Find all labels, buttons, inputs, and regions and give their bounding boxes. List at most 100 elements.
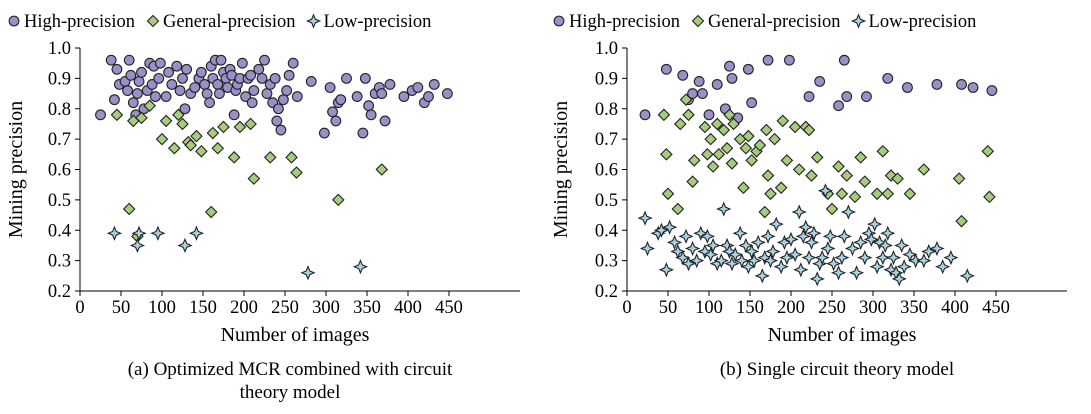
y-tick-label: 0.3 xyxy=(48,252,71,272)
data-point-general-precision xyxy=(712,148,726,161)
data-point-high-precision xyxy=(902,82,913,93)
y-tick-label: 0.7 xyxy=(595,130,618,150)
data-point-low-precision xyxy=(666,234,683,251)
data-point-general-precision xyxy=(792,163,806,176)
legend-label: General-precision xyxy=(163,12,296,32)
data-point-general-precision xyxy=(870,187,884,201)
data-point-high-precision xyxy=(305,75,317,87)
data-point-general-precision xyxy=(903,187,917,201)
data-point-high-precision xyxy=(228,109,240,121)
data-point-high-precision xyxy=(351,91,363,103)
data-point-general-precision xyxy=(110,108,124,122)
x-tick-label: 400 xyxy=(394,298,422,318)
data-point-high-precision xyxy=(201,88,213,99)
data-point-low-precision xyxy=(352,259,369,275)
data-point-general-precision xyxy=(217,120,230,134)
data-point-low-precision xyxy=(935,259,951,275)
data-point-high-precision xyxy=(724,60,735,72)
y-tick-label: 0.2 xyxy=(595,282,618,302)
data-point-low-precision xyxy=(177,237,193,254)
data-point-low-precision xyxy=(817,183,834,199)
data-point-high-precision xyxy=(189,82,201,93)
data-point-low-precision xyxy=(822,228,838,244)
data-point-low-precision xyxy=(869,259,885,275)
chart-b-svg: High-precision General-precision Low-preci… xyxy=(550,12,1067,380)
data-point-high-precision xyxy=(195,66,207,78)
data-point-general-precision xyxy=(244,117,257,131)
data-point-general-precision xyxy=(881,187,895,201)
data-point-low-precision xyxy=(693,225,709,241)
data-point-low-precision xyxy=(768,216,784,232)
data-point-low-precision xyxy=(894,237,910,254)
data-point-high-precision xyxy=(153,72,165,84)
data-point-general-precision xyxy=(698,120,712,134)
x-axis-title: Number of images xyxy=(221,324,370,346)
x-tick-label: 100 xyxy=(148,298,176,318)
data-point-low-precision xyxy=(943,249,959,266)
legend-marker-diamond xyxy=(691,14,705,28)
data-point-low-precision xyxy=(699,228,715,244)
data-point-low-precision xyxy=(765,243,781,260)
data-point-low-precision xyxy=(684,240,701,257)
data-point-general-precision xyxy=(155,132,169,146)
data-point-high-precision xyxy=(412,82,424,93)
data-point-general-precision xyxy=(810,151,824,164)
data-point-high-precision xyxy=(861,91,872,103)
data-point-general-precision xyxy=(657,108,671,122)
data-point-low-precision xyxy=(871,234,888,251)
legend-label: Low-precision xyxy=(324,12,432,32)
data-point-general-precision xyxy=(172,108,185,122)
data-point-low-precision xyxy=(662,219,678,235)
data-point-high-precision xyxy=(136,66,147,78)
data-point-general-precision xyxy=(745,154,758,167)
data-point-general-precision xyxy=(285,151,298,164)
data-point-low-precision xyxy=(129,237,146,254)
data-point-high-precision xyxy=(291,91,303,103)
data-point-low-precision xyxy=(806,225,822,241)
x-tick-label: 400 xyxy=(941,298,969,318)
data-point-general-precision xyxy=(854,151,868,164)
y-tick-label: 0.7 xyxy=(48,130,71,150)
y-tick-label: 0.4 xyxy=(595,221,618,241)
data-point-general-precision xyxy=(190,129,203,143)
data-point-high-precision xyxy=(335,94,347,106)
data-point-low-precision xyxy=(826,256,842,272)
data-point-general-precision xyxy=(725,157,739,170)
data-point-low-precision xyxy=(658,262,674,278)
y-axis-title: Mining precision xyxy=(5,101,27,238)
data-point-low-precision xyxy=(814,249,830,266)
data-point-general-precision xyxy=(805,169,818,182)
data-point-high-precision xyxy=(256,72,268,84)
data-point-high-precision xyxy=(179,103,191,115)
data-point-high-precision xyxy=(160,91,172,103)
data-point-high-precision xyxy=(363,100,375,112)
data-point-low-precision xyxy=(801,249,817,266)
data-point-low-precision xyxy=(840,204,857,220)
x-axis-title: Number of images xyxy=(768,324,917,346)
data-point-general-precision xyxy=(758,205,772,219)
series-high-precision xyxy=(95,54,453,139)
data-point-high-precision xyxy=(841,91,853,103)
data-point-low-precision xyxy=(150,225,166,241)
data-point-high-precision xyxy=(277,94,289,106)
y-tick-label: 0.5 xyxy=(48,191,71,211)
data-point-low-precision xyxy=(803,234,820,251)
data-point-low-precision xyxy=(908,253,924,269)
data-point-high-precision xyxy=(95,109,106,121)
data-point-general-precision xyxy=(840,169,854,182)
data-point-high-precision xyxy=(967,82,979,93)
caption-line-2: theory model xyxy=(240,382,341,403)
x-tick-label: 150 xyxy=(736,298,764,318)
x-tick-label: 200 xyxy=(777,298,805,318)
data-point-low-precision xyxy=(848,265,865,281)
data-point-general-precision xyxy=(686,175,699,188)
data-point-high-precision xyxy=(123,54,135,66)
data-point-general-precision xyxy=(776,114,790,128)
data-point-low-precision xyxy=(773,259,789,275)
data-point-general-precision xyxy=(195,144,208,158)
x-tick-label: 200 xyxy=(230,298,258,318)
data-point-high-precision xyxy=(273,103,284,115)
x-tick-label: 250 xyxy=(818,298,846,318)
data-point-high-precision xyxy=(204,97,215,109)
data-point-high-precision xyxy=(177,72,188,84)
